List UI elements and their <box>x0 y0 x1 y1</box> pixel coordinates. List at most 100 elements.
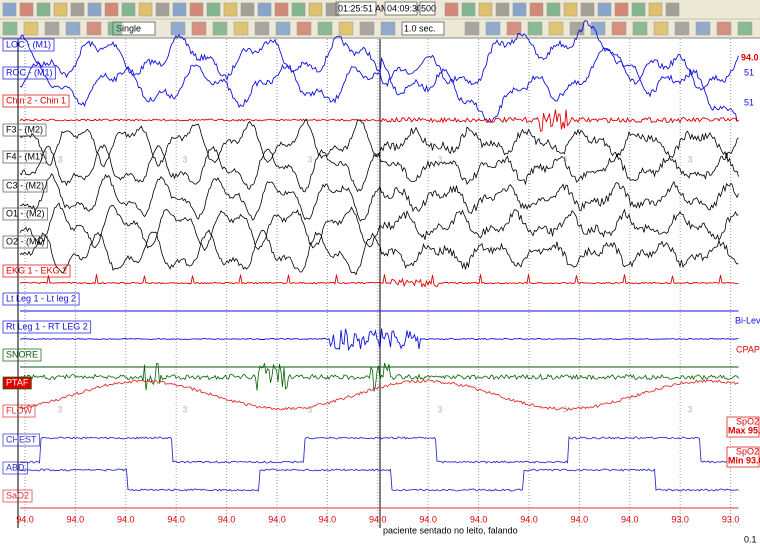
toolbar-button[interactable] <box>359 21 375 36</box>
toolbar-button[interactable] <box>2 21 18 36</box>
toolbar-button[interactable] <box>2 2 17 17</box>
toolbar-button[interactable] <box>317 21 333 36</box>
channel-label-box <box>2 348 42 362</box>
stage-label: 3 <box>182 404 187 414</box>
timebase-select[interactable] <box>401 21 445 36</box>
toolbar-button[interactable] <box>737 21 753 36</box>
toolbar-button[interactable] <box>53 2 68 17</box>
toolbar-button[interactable] <box>614 2 629 17</box>
toolbar-button[interactable] <box>665 2 680 17</box>
toolbar-button[interactable] <box>653 21 669 36</box>
eog-scale: 51 <box>744 97 754 107</box>
signal-trace <box>19 118 739 168</box>
toolbar-button[interactable] <box>191 21 207 36</box>
timebase-text: 1.0 sec. <box>404 23 436 33</box>
toolbar-button[interactable] <box>23 21 39 36</box>
toolbar-button[interactable] <box>590 21 606 36</box>
toolbar-button[interactable] <box>212 21 228 36</box>
toolbar-button[interactable] <box>648 2 663 17</box>
spo2-value: 94.0 <box>520 514 538 524</box>
toolbar-button[interactable] <box>611 21 627 36</box>
duration-text: 04:09:30 <box>387 3 422 13</box>
toolbar-button[interactable] <box>86 21 102 36</box>
toolbar-button[interactable] <box>380 21 396 36</box>
toolbar-button[interactable] <box>138 2 153 17</box>
toolbar-button[interactable] <box>257 2 272 17</box>
toolbar-button[interactable] <box>495 2 510 17</box>
channel-label-box <box>2 292 80 306</box>
toolbar-button[interactable] <box>546 2 561 17</box>
channel-label: SaO2 <box>6 490 29 500</box>
toolbar-button[interactable] <box>206 2 221 17</box>
channel-label-box <box>2 150 47 164</box>
toolbar-button[interactable] <box>485 21 501 36</box>
spo2-value: 94.0 <box>369 514 387 524</box>
toolbar-button[interactable] <box>275 21 291 36</box>
toolbar-button[interactable] <box>464 21 480 36</box>
channel-label-box <box>2 461 28 475</box>
toolbar-button[interactable] <box>527 21 543 36</box>
toolbar-button[interactable] <box>65 21 81 36</box>
toolbar-button[interactable] <box>563 2 578 17</box>
channel-label: LOC - (M1) <box>6 39 51 49</box>
toolbar-button[interactable] <box>548 21 564 36</box>
toolbar-button[interactable] <box>325 2 340 17</box>
toolbar-button[interactable] <box>70 2 85 17</box>
toolbar-button[interactable] <box>338 21 354 36</box>
toolbar-button[interactable] <box>291 2 306 17</box>
signal-trace <box>19 144 739 193</box>
channel-label-box <box>2 433 40 447</box>
toolbar-button[interactable] <box>716 21 732 36</box>
channel-label: Lt Leg 1 - Lt leg 2 <box>6 293 76 303</box>
toolbar-button[interactable] <box>695 21 711 36</box>
toolbar-button[interactable] <box>461 2 476 17</box>
toolbar-button[interactable] <box>223 2 238 17</box>
stage-label: 3 <box>182 154 187 164</box>
toolbar-button[interactable] <box>296 21 312 36</box>
toolbar-button[interactable] <box>87 2 102 17</box>
toolbar-button[interactable] <box>674 21 690 36</box>
channel-label-box <box>2 123 47 137</box>
channel-label: EKG 1 - EKG 2 <box>6 265 67 275</box>
gain-field[interactable] <box>419 1 436 16</box>
toolbar-button[interactable] <box>172 2 187 17</box>
toolbar-button[interactable] <box>308 2 323 17</box>
toolbar-button[interactable] <box>506 21 522 36</box>
toolbar-button[interactable] <box>580 2 595 17</box>
toolbar-button[interactable] <box>19 2 34 17</box>
channel-label-box <box>2 235 48 249</box>
stage-label: 3 <box>57 404 62 414</box>
toolbar-button[interactable] <box>189 2 204 17</box>
toolbar-button[interactable] <box>121 2 136 17</box>
stage-label: 3 <box>687 404 692 414</box>
signal-trace <box>19 202 739 251</box>
toolbar-button[interactable] <box>597 2 612 17</box>
channel-label: SNORE <box>6 349 38 359</box>
toolbar-button[interactable] <box>107 21 123 36</box>
channel-label: O2 - (M1) <box>6 236 45 246</box>
toolbar-button[interactable] <box>155 2 170 17</box>
toolbar-button[interactable] <box>274 2 289 17</box>
toolbar-button[interactable] <box>444 2 459 17</box>
toolbar-button[interactable] <box>240 2 255 17</box>
signal-trace <box>19 20 739 91</box>
toolbar-button[interactable] <box>632 21 648 36</box>
toolbar-button[interactable] <box>104 2 119 17</box>
toolbar-button[interactable] <box>254 21 270 36</box>
bilevel-label: Bi-Level <box>735 315 760 325</box>
toolbar-button[interactable] <box>631 2 646 17</box>
toolbar-button[interactable] <box>512 2 527 17</box>
stage-label: 3 <box>562 404 567 414</box>
toolbar-button[interactable] <box>36 2 51 17</box>
spo2-value: 94.0 <box>470 514 488 524</box>
toolbar-button[interactable] <box>233 21 249 36</box>
toolbar-button[interactable] <box>44 21 60 36</box>
toolbar-button[interactable] <box>529 2 544 17</box>
toolbar-button[interactable] <box>170 21 186 36</box>
duration-field[interactable] <box>384 1 418 16</box>
toolbar-button[interactable] <box>569 21 585 36</box>
toolbar-button[interactable] <box>478 2 493 17</box>
channel-label-box <box>2 179 48 193</box>
spo2-value: 94.0 <box>117 514 135 524</box>
